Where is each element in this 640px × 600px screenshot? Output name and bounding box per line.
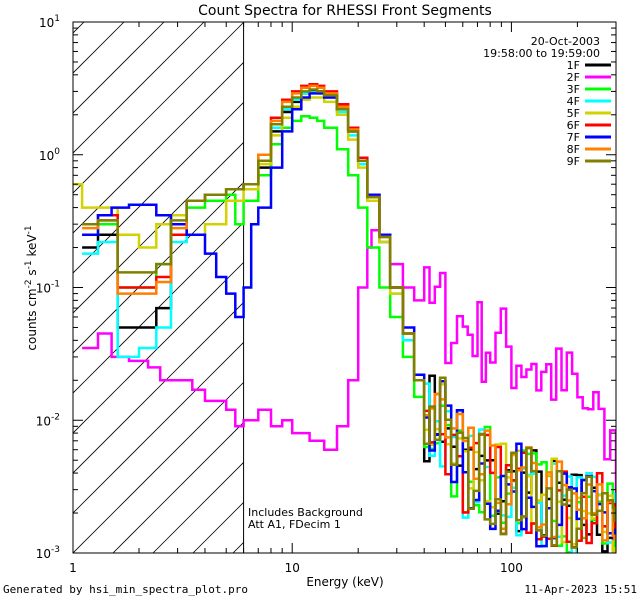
series-3F <box>82 114 616 553</box>
y-tick-label: 10-2 <box>36 412 60 428</box>
legend-label-3F: 3F <box>567 83 580 96</box>
hatched-region <box>0 22 640 553</box>
legend-label-4F: 4F <box>567 95 580 108</box>
series-9F <box>82 88 616 549</box>
annotation-attenuator: Att A1, FDecim 1 <box>248 518 341 531</box>
series-7F <box>82 92 616 548</box>
series-2F <box>82 228 616 497</box>
y-tick-label: 101 <box>39 14 60 30</box>
legend-label-1F: 1F <box>567 59 580 72</box>
x-axis: 1 10 100 <box>69 22 617 575</box>
date-label: 20-Oct-2003 <box>531 35 600 48</box>
hatch-line <box>73 22 245 194</box>
series-layer <box>73 82 616 553</box>
y-tick-label: 10-3 <box>36 545 60 561</box>
hatch-line <box>73 22 285 234</box>
legend-label-6F: 6F <box>567 119 580 132</box>
chart-title: Count Spectra for RHESSI Front Segments <box>198 3 492 19</box>
y-tick-label: 100 <box>39 147 60 163</box>
hatch-line <box>73 22 325 274</box>
hatch-line <box>73 22 205 154</box>
y-tick-label: 10-1 <box>36 280 60 296</box>
hatch-line <box>73 22 125 74</box>
hatch-line <box>633 22 640 553</box>
time-range-label: 19:58:00 to 19:59:00 <box>483 47 600 60</box>
legend-label-9F: 9F <box>567 155 580 168</box>
x-axis-label: Energy (keV) <box>306 575 383 589</box>
legend-label-2F: 2F <box>567 71 580 84</box>
x-tick-label: 10 <box>285 561 300 575</box>
x-tick-label: 100 <box>500 561 523 575</box>
legend-label-8F: 8F <box>567 143 580 156</box>
footer-timestamp: 11-Apr-2023 15:51 <box>524 583 637 596</box>
hatch-line <box>73 22 165 114</box>
footer-generated-by: Generated by hsi_min_spectra_plot.pro <box>3 583 249 596</box>
y-axis-label: counts cm-2 s-1 keV-1 <box>24 225 39 350</box>
annotation-background: Includes Background <box>248 506 363 519</box>
legend-label-5F: 5F <box>567 107 580 120</box>
y-axis: 10-3 10-2 10-1 100 101 <box>36 14 616 561</box>
legend-label-7F: 7F <box>567 131 580 144</box>
hatch-line <box>0 22 4 553</box>
x-tick-label: 1 <box>69 561 77 575</box>
